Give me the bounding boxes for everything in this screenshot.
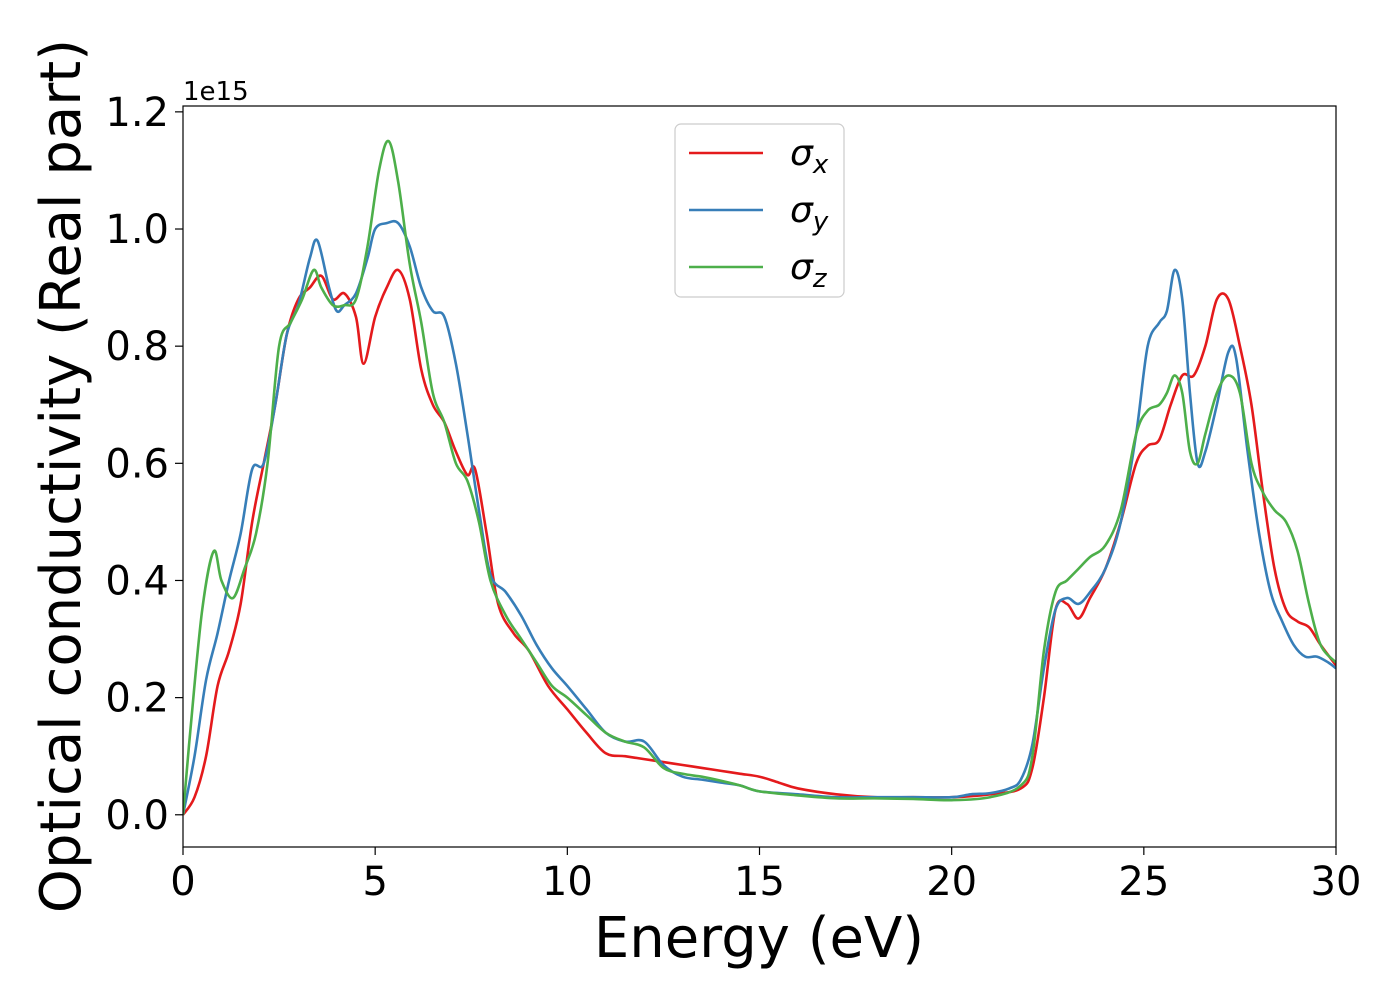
x-tick-label: 20 [926, 859, 977, 905]
x-axis-ticks: 0 5 10 15 20 25 30 [170, 847, 1361, 905]
series-line-z [183, 139, 1336, 815]
x-tick-label: 25 [1118, 859, 1169, 905]
x-tick-label: 15 [734, 859, 785, 905]
x-tick-label: 10 [542, 859, 593, 905]
y-axis-offset-text: 1e15 [183, 77, 249, 107]
y-tick-label: 1.0 [105, 207, 169, 253]
legend: σx σy σz [674, 123, 845, 298]
y-tick-label: 0.4 [105, 558, 169, 604]
legend-label-y: σy [790, 190, 829, 237]
x-tick-label: 30 [1311, 859, 1362, 905]
y-axis-label: Optical conductivity (Real part) [29, 39, 94, 913]
legend-label-z: σz [790, 247, 828, 294]
y-tick-label: 0.2 [105, 676, 169, 722]
legend-entries: σx σy σz [689, 133, 829, 294]
series-layer [183, 139, 1336, 816]
y-tick-label: 0.8 [105, 324, 169, 370]
x-tick-label: 5 [362, 859, 387, 905]
series-line-x [183, 268, 1336, 816]
series-line-y [183, 219, 1336, 816]
x-tick-label: 0 [170, 859, 195, 905]
y-axis-ticks: 0.0 0.2 0.4 0.6 0.8 1.0 1.2 [105, 90, 183, 839]
legend-label-x: σx [790, 133, 829, 180]
y-tick-label: 0.6 [105, 441, 169, 487]
x-axis-label: Energy (eV) [594, 906, 924, 971]
y-tick-label: 1.2 [105, 90, 169, 136]
y-tick-label: 0.0 [105, 793, 169, 839]
